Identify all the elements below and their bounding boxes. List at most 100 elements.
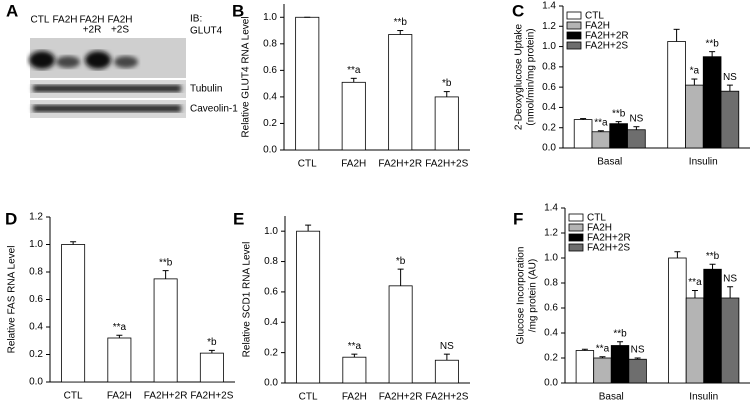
- bar: [702, 56, 722, 149]
- bar-label: *b: [207, 337, 217, 348]
- y-tick-label: 1.0: [544, 253, 558, 264]
- x-tick-label: FA2H+2R: [379, 392, 423, 402]
- bar: [593, 357, 612, 384]
- row-label: GLUT4: [190, 26, 223, 37]
- bar: [434, 96, 459, 151]
- legend-swatch: [566, 11, 582, 20]
- x-tick-label: FA2H+2S: [425, 159, 468, 170]
- lane-label: FA2H: [107, 15, 132, 26]
- y-tick-label: 0.2: [29, 349, 43, 360]
- y-tick-label: 0.0: [29, 377, 43, 388]
- y-tick-label: 1.4: [542, 1, 556, 12]
- y-tick-label: 0.8: [264, 256, 278, 267]
- y-tick-label: 0.4: [29, 322, 43, 333]
- y-tick-label: 0.0: [542, 143, 556, 154]
- y-axis-label: Glucose Incorporation: [516, 247, 527, 345]
- panel-label: D: [5, 209, 17, 228]
- y-tick-label: 0.4: [542, 102, 556, 113]
- y-axis-label: (nmol/min/mg protein): [526, 28, 537, 125]
- x-tick-label: FA2H: [342, 392, 367, 402]
- x-tick-label: FA2H+2S: [425, 392, 468, 402]
- y-axis-label: Relative GLUT4 RNA Level: [241, 16, 252, 137]
- bar-label: *b: [442, 78, 452, 89]
- bar: [628, 358, 647, 384]
- bar-label: NS: [629, 113, 643, 124]
- bar: [341, 81, 366, 151]
- y-tick-label: 0.2: [544, 353, 558, 364]
- bar: [667, 41, 686, 149]
- y-tick-label: 0.4: [544, 328, 558, 339]
- bar-label: **a: [347, 65, 361, 76]
- bar-label: NS: [723, 273, 737, 284]
- lane-label: +2R: [83, 25, 102, 36]
- bar: [720, 90, 740, 149]
- bar-label: **b: [705, 38, 719, 49]
- y-tick-label: 0.6: [544, 303, 558, 314]
- panel-label: F: [513, 209, 523, 228]
- y-axis-label: Relative FAS RNA Level: [7, 246, 18, 354]
- lane-label: FA2H: [52, 15, 77, 26]
- bar-label: **b: [612, 108, 626, 119]
- bar-label: **a: [596, 343, 610, 354]
- lane-label: FA2H: [79, 15, 104, 26]
- panel-label: B: [232, 1, 244, 20]
- legend-label: FA2H+2R: [585, 31, 629, 42]
- bar: [573, 119, 593, 149]
- bar: [720, 297, 740, 384]
- bar-label: NS: [440, 341, 454, 352]
- lane-label: +2S: [111, 25, 129, 36]
- legend-swatch: [568, 213, 584, 222]
- y-tick-label: 0.6: [542, 82, 556, 93]
- x-tick-label: FA2H+2R: [144, 391, 188, 402]
- blot-images: [29, 38, 186, 118]
- band: [29, 51, 55, 69]
- y-tick-label: 0.6: [29, 294, 43, 305]
- y-tick-label: 0.6: [264, 287, 278, 298]
- y-tick-label: 0.0: [263, 145, 277, 156]
- bar: [388, 285, 413, 384]
- y-tick-label: 0.4: [263, 92, 277, 103]
- y-tick-label: 1.0: [264, 226, 278, 237]
- y-tick-label: 0.6: [263, 65, 277, 76]
- bar: [388, 34, 413, 151]
- band: [85, 51, 111, 69]
- y-tick-label: 1.2: [542, 21, 556, 32]
- panel-label: C: [512, 1, 524, 20]
- y-tick-label: 0.2: [263, 118, 277, 129]
- legend-swatch: [566, 21, 582, 30]
- y-axis-label: Relative SCD1 RNA Level: [242, 242, 253, 358]
- y-axis-label: /mg protein (AU): [528, 259, 539, 332]
- y-tick-label: 0.0: [544, 378, 558, 389]
- bar-label: *b: [396, 256, 406, 267]
- bar: [591, 131, 611, 149]
- band: [114, 56, 138, 68]
- bar: [668, 257, 687, 384]
- bar: [296, 230, 321, 384]
- legend-label: FA2H+2R: [587, 233, 631, 244]
- legend-label: FA2H: [585, 21, 610, 32]
- row-label: Caveolin-1: [190, 104, 238, 115]
- lane-label: CTL: [31, 15, 50, 26]
- y-tick-label: 1.0: [542, 41, 556, 52]
- legend-swatch: [566, 31, 582, 40]
- bar-label: NS: [723, 72, 737, 83]
- bar-label: NS: [631, 345, 645, 356]
- bar: [295, 16, 320, 151]
- y-tick-label: 0.8: [29, 267, 43, 278]
- bar: [610, 345, 630, 384]
- bar: [609, 123, 628, 149]
- y-tick-label: 0.2: [542, 122, 556, 133]
- ib-label: IB:: [190, 14, 202, 25]
- legend-label: CTL: [587, 213, 606, 224]
- y-tick-label: 1.4: [544, 203, 558, 214]
- bar: [575, 350, 595, 384]
- legend-swatch: [568, 223, 584, 232]
- panel-label: A: [6, 1, 18, 20]
- bar: [342, 356, 367, 384]
- y-tick-label: 0.2: [264, 347, 278, 358]
- x-tick-label: Basal: [599, 392, 624, 402]
- bar: [685, 297, 705, 384]
- legend-label: FA2H+2S: [585, 41, 628, 52]
- bar: [434, 359, 459, 384]
